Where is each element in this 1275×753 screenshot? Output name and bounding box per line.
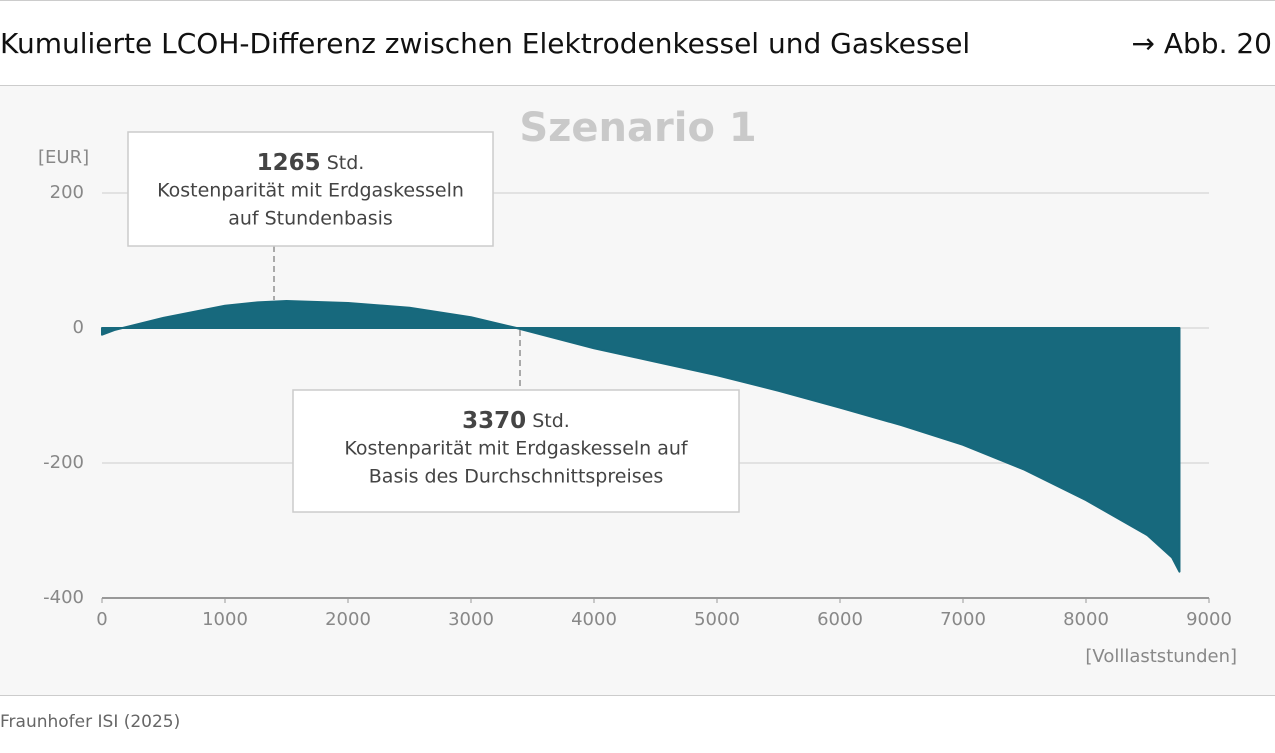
y-tick-label: -400 bbox=[43, 587, 84, 608]
x-tick-label: 0 bbox=[96, 609, 107, 630]
annotation-number: 3370 bbox=[462, 408, 526, 434]
annotation-head: 3370 Std. bbox=[462, 408, 570, 434]
x-tick-label: 9000 bbox=[1186, 609, 1232, 630]
x-tick-label: 2000 bbox=[325, 609, 371, 630]
x-axis-label: [Volllaststunden] bbox=[1085, 646, 1237, 667]
x-tick-label: 5000 bbox=[694, 609, 740, 630]
area bbox=[101, 300, 1181, 573]
x-tick-label: 4000 bbox=[571, 609, 617, 630]
annotation-head: 1265 Std. bbox=[257, 150, 365, 176]
x-tick-label: 6000 bbox=[817, 609, 863, 630]
chart-title: Szenario 1 bbox=[519, 105, 756, 151]
annotation-line: Kostenparität mit Erdgaskesseln auf bbox=[344, 438, 689, 460]
figure-ref: → Abb. 20 bbox=[1132, 27, 1273, 60]
annotation-line: auf Stundenbasis bbox=[228, 208, 393, 230]
x-tick-label: 1000 bbox=[202, 609, 248, 630]
y-tick-label: 200 bbox=[50, 182, 84, 203]
y-axis-label: [EUR] bbox=[38, 147, 89, 168]
annotation-number: 1265 bbox=[257, 150, 321, 176]
source: Fraunhofer ISI (2025) bbox=[0, 712, 180, 732]
annotation-line: Basis des Durchschnittspreises bbox=[369, 466, 663, 488]
x-tick-label: 7000 bbox=[940, 609, 986, 630]
annotation-line: Kostenparität mit Erdgaskesseln bbox=[157, 180, 464, 202]
annotation-box bbox=[127, 131, 494, 247]
annotations: 1265 Std. Kostenparität mit Erdgaskesseln… bbox=[127, 131, 740, 513]
x-tick-label: 3000 bbox=[448, 609, 494, 630]
annotation-box bbox=[292, 389, 740, 513]
annotation-unit: Std. bbox=[327, 152, 365, 174]
y-tick-label: -200 bbox=[43, 452, 84, 473]
y-tick-label: 0 bbox=[73, 317, 84, 338]
annotation-unit: Std. bbox=[532, 410, 570, 432]
x-tick-label: 8000 bbox=[1063, 609, 1109, 630]
page-title: Kumulierte LCOH-Differenz zwischen Elekt… bbox=[0, 27, 970, 60]
